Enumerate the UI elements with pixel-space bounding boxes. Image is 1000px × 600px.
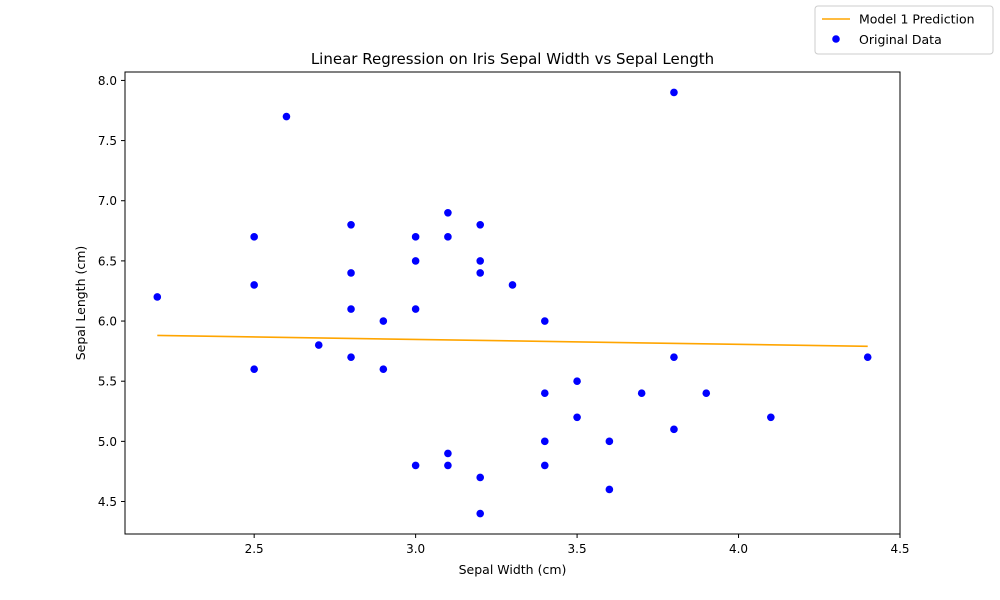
data-point (444, 208, 452, 217)
data-point (411, 233, 420, 241)
y-axis-ticks: 4.5 5.0 5.5 6.0 6.5 7.0 7.5 8.0 (98, 74, 125, 509)
data-point (411, 461, 420, 470)
data-point (314, 341, 323, 349)
data-point (379, 317, 388, 325)
data-point (508, 281, 517, 289)
data-point (476, 269, 485, 277)
data-point (540, 437, 549, 446)
plot-area (153, 88, 872, 518)
y-tick-label: 7.0 (98, 194, 117, 208)
y-axis-label: Sepal Length (cm) (73, 246, 88, 361)
data-point (444, 233, 452, 241)
data-point (379, 365, 388, 373)
data-point (444, 449, 452, 458)
legend: Model 1 Prediction Original Data (814, 5, 994, 55)
data-point (250, 233, 258, 241)
data-point (540, 389, 549, 398)
data-point (476, 220, 485, 229)
x-tick-label: 4.5 (890, 542, 909, 556)
data-point (605, 437, 614, 446)
x-tick-label: 2.5 (245, 542, 264, 556)
data-point (767, 413, 775, 422)
data-point (153, 293, 162, 301)
data-point (476, 257, 485, 265)
y-tick-label: 7.5 (98, 134, 117, 148)
data-point (573, 413, 581, 422)
x-axis-ticks: 2.5 3.0 3.5 4.0 4.5 (245, 534, 910, 556)
data-point (411, 257, 420, 265)
data-point (670, 425, 678, 434)
data-point (670, 88, 678, 97)
data-point (637, 389, 646, 398)
x-tick-label: 3.5 (568, 542, 587, 556)
data-point (347, 353, 355, 361)
data-point (540, 461, 549, 470)
x-tick-label: 3.0 (406, 542, 425, 556)
x-tick-label: 4.0 (729, 542, 748, 556)
data-point (250, 365, 258, 373)
data-point (347, 269, 355, 277)
data-point (670, 353, 678, 361)
y-tick-label: 6.5 (98, 254, 117, 268)
data-point (411, 305, 420, 313)
data-point (605, 485, 614, 494)
y-tick-label: 5.0 (98, 435, 117, 449)
chart-title: Linear Regression on Iris Sepal Width vs… (311, 50, 714, 68)
data-point (444, 461, 452, 470)
data-point (702, 389, 711, 398)
x-axis-label: Sepal Width (cm) (459, 562, 567, 577)
data-point (250, 281, 258, 289)
y-tick-label: 8.0 (98, 74, 117, 88)
legend-label-original-data: Original Data (859, 32, 942, 47)
data-point (282, 112, 291, 121)
legend-label-model-prediction: Model 1 Prediction (859, 12, 975, 27)
regression-line (157, 334, 868, 348)
data-point (540, 317, 549, 325)
y-tick-label: 4.5 (98, 495, 117, 509)
y-tick-label: 5.5 (98, 375, 117, 389)
data-point (573, 377, 581, 386)
data-point (347, 305, 355, 313)
data-point (476, 509, 485, 518)
legend-box (814, 5, 994, 55)
y-tick-label: 6.0 (98, 315, 117, 329)
legend-dot-swatch (832, 35, 840, 43)
data-point (863, 353, 872, 361)
data-point (347, 220, 355, 229)
data-point (476, 473, 485, 482)
axes-frame (124, 71, 901, 535)
